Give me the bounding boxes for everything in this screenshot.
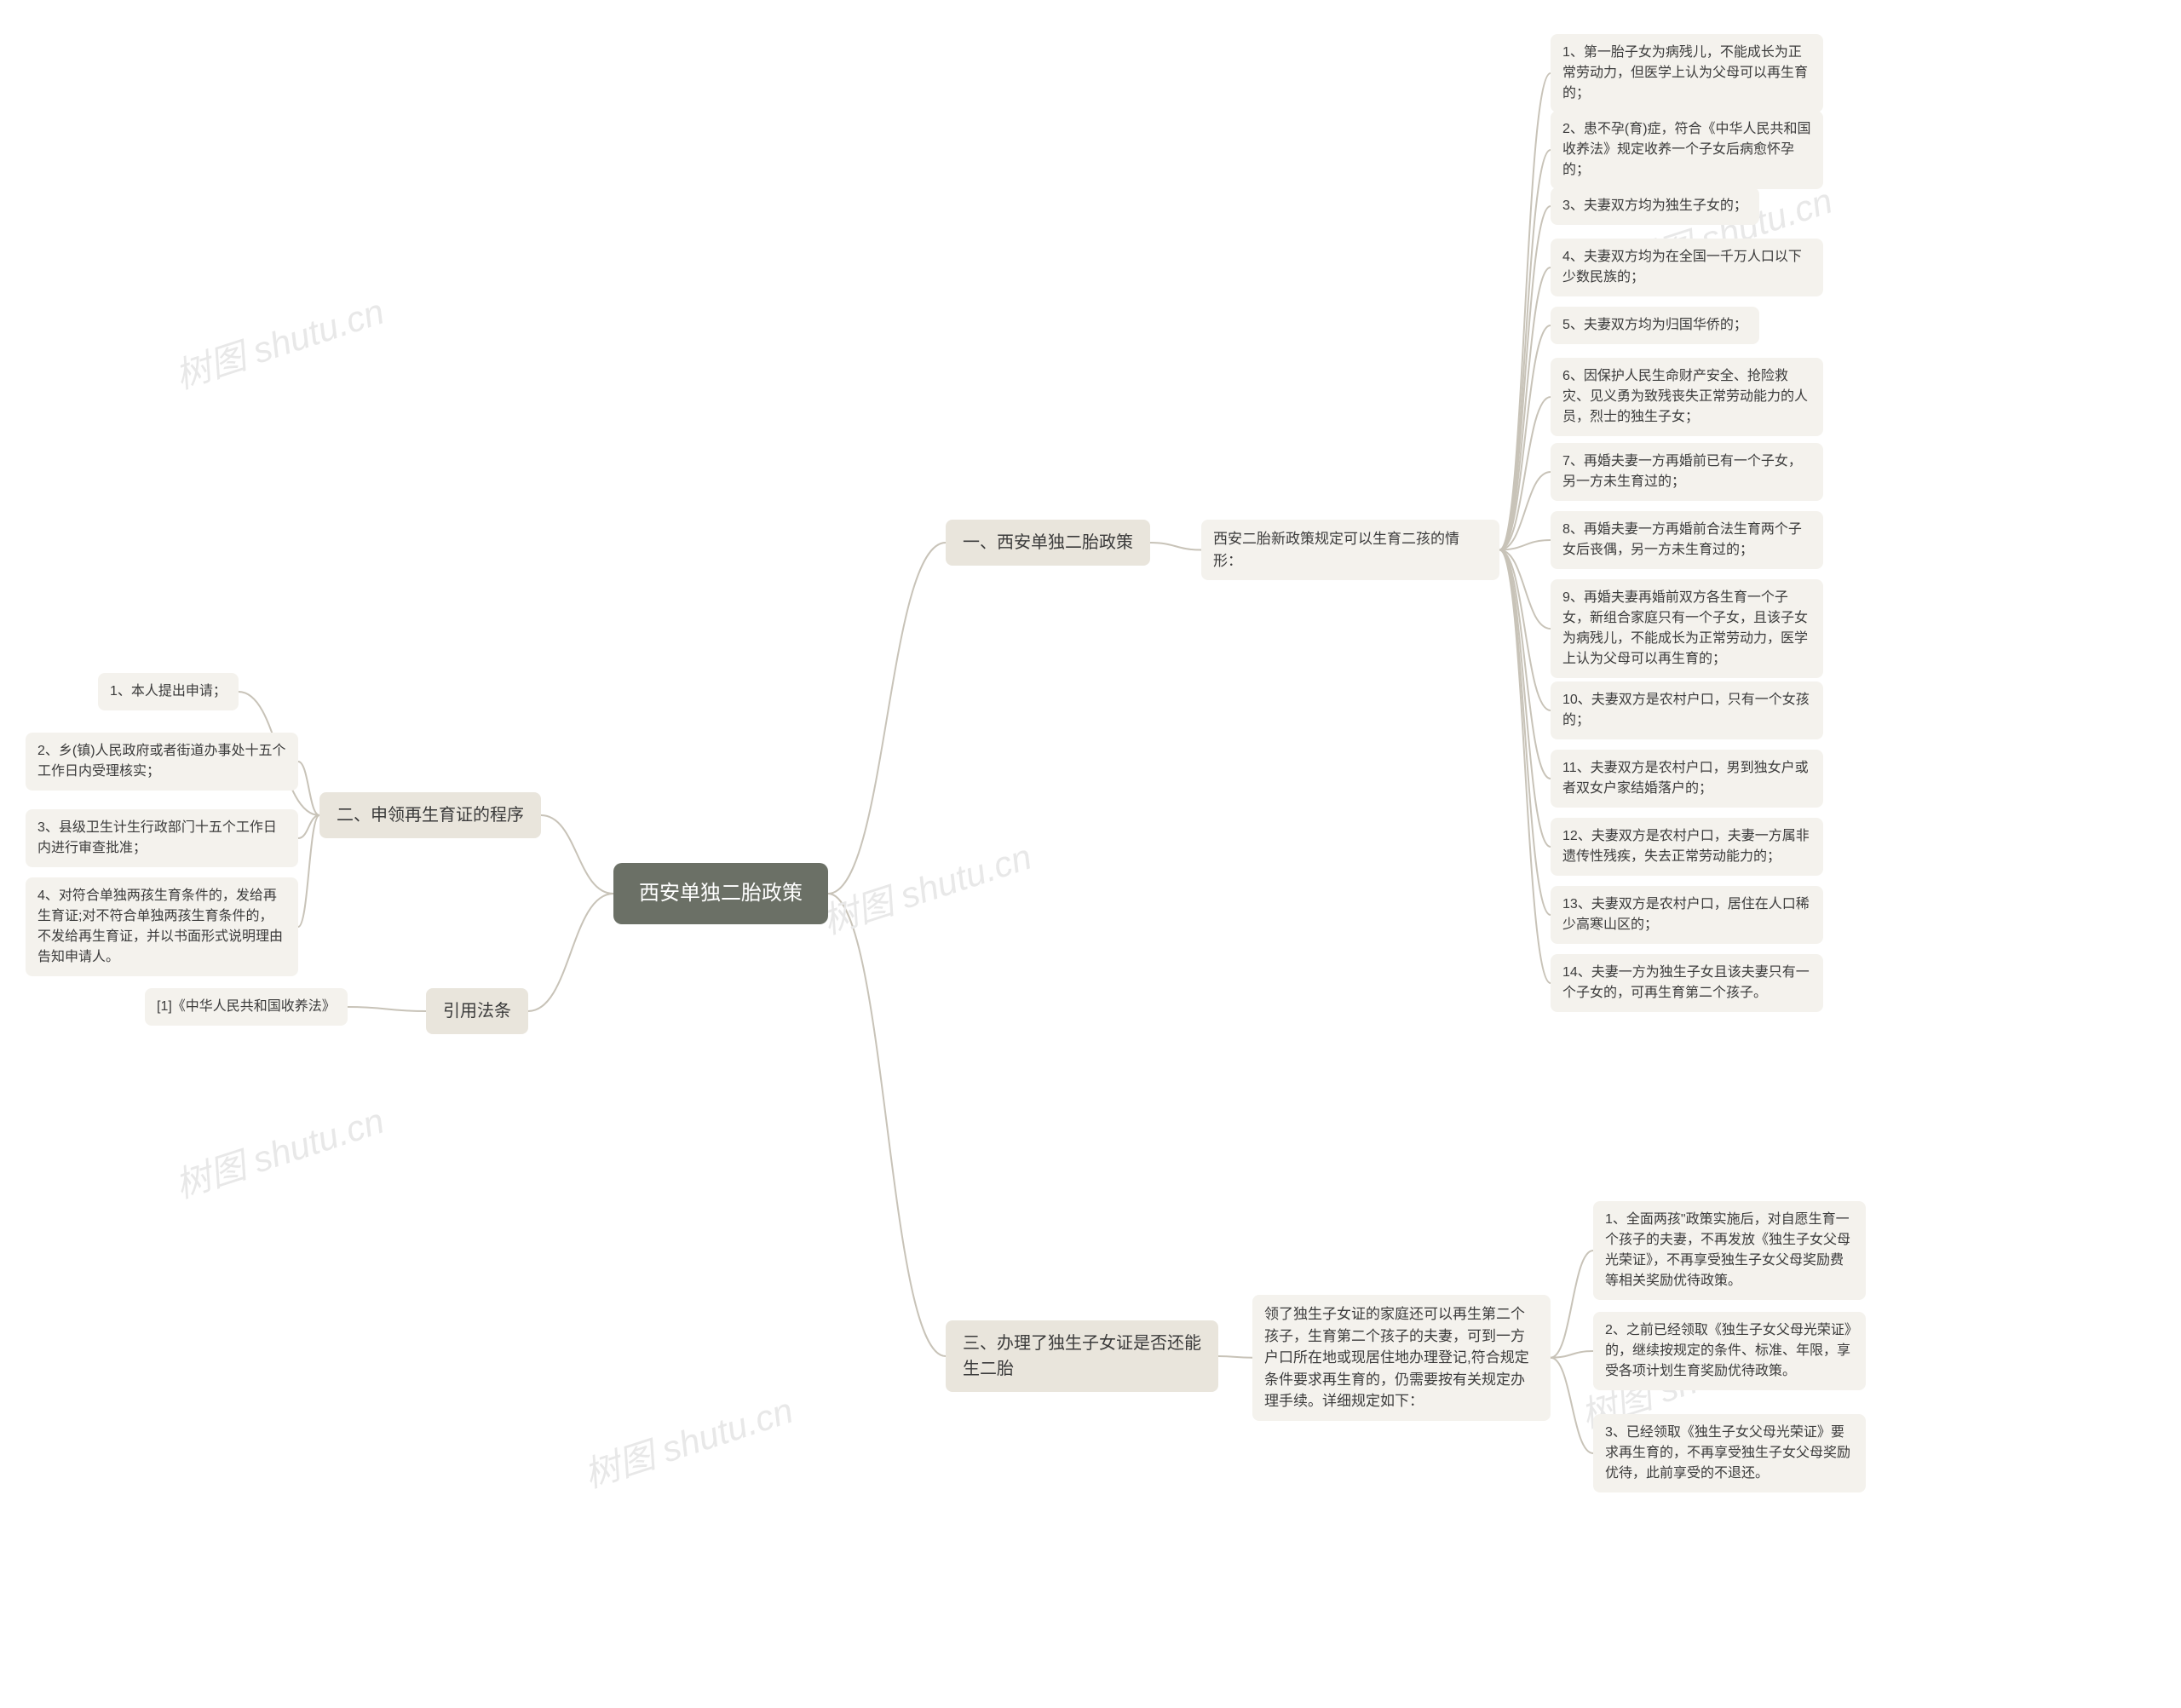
watermark: 树图 shutu.cn xyxy=(577,1382,799,1498)
watermark: 树图 shutu.cn xyxy=(168,1092,390,1209)
leaf-node: 2、之前已经领取《独生子女父母光荣证》的，继续按规定的条件、标准、年限，享受各项… xyxy=(1593,1312,1866,1390)
leaf-node: 2、患不孕(育)症，符合《中华人民共和国收养法》规定收养一个子女后病愈怀孕的； xyxy=(1551,111,1823,189)
leaf-node: 1、本人提出申请； xyxy=(98,673,239,710)
branch-node-3: 三、办理了独生子女证是否还能生二胎 xyxy=(946,1320,1218,1392)
leaf-node: 6、因保护人民生命财产安全、抢险救灾、见义勇为致残丧失正常劳动能力的人员，烈士的… xyxy=(1551,358,1823,436)
leaf-node: 13、夫妻双方是农村户口，居住在人口稀少高寒山区的； xyxy=(1551,886,1823,944)
branch-node-2: 二、申领再生育证的程序 xyxy=(319,792,541,838)
branch-node-4: 引用法条 xyxy=(426,988,528,1034)
leaf-node: 10、夫妻双方是农村户口，只有一个女孩的； xyxy=(1551,681,1823,739)
leaf-node: 3、夫妻双方均为独生子女的； xyxy=(1551,187,1759,225)
watermark: 树图 shutu.cn xyxy=(815,828,1038,945)
leaf-node: 1、全面两孩"政策实施后，对自愿生育一个孩子的夫妻，不再发放《独生子女父母光荣证… xyxy=(1593,1201,1866,1300)
leaf-node: 5、夫妻双方均为归国华侨的； xyxy=(1551,307,1759,344)
leaf-node: 4、对符合单独两孩生育条件的，发给再生育证;对不符合单独两孩生育条件的，不发给再… xyxy=(26,877,298,976)
leaf-node: 14、夫妻一方为独生子女且该夫妻只有一个子女的，可再生育第二个孩子。 xyxy=(1551,954,1823,1012)
leaf-node: 3、已经领取《独生子女父母光荣证》要求再生育的，不再享受独生子女父母奖励优待，此… xyxy=(1593,1414,1866,1492)
branch-sub-3: 领了独生子女证的家庭还可以再生第二个孩子，生育第二个孩子的夫妻，可到一方户口所在… xyxy=(1252,1295,1551,1421)
leaf-node: 8、再婚夫妻一方再婚前合法生育两个子女后丧偶，另一方未生育过的； xyxy=(1551,511,1823,569)
branch-node-1: 一、西安单独二胎政策 xyxy=(946,520,1150,566)
leaf-node: [1]《中华人民共和国收养法》 xyxy=(145,988,348,1026)
leaf-node: 4、夫妻双方均为在全国一千万人口以下少数民族的； xyxy=(1551,239,1823,296)
leaf-node: 1、第一胎子女为病残儿，不能成长为正常劳动力，但医学上认为父母可以再生育的； xyxy=(1551,34,1823,112)
leaf-node: 7、再婚夫妻一方再婚前已有一个子女，另一方未生育过的； xyxy=(1551,443,1823,501)
root-node: 西安单独二胎政策 xyxy=(613,863,828,924)
leaf-node: 12、夫妻双方是农村户口，夫妻一方属非遗传性残疾，失去正常劳动能力的； xyxy=(1551,818,1823,876)
watermark: 树图 shutu.cn xyxy=(168,283,390,400)
leaf-node: 9、再婚夫妻再婚前双方各生育一个子女，新组合家庭只有一个子女，且该子女为病残儿，… xyxy=(1551,579,1823,678)
leaf-node: 3、县级卫生计生行政部门十五个工作日内进行审查批准； xyxy=(26,809,298,867)
leaf-node: 11、夫妻双方是农村户口，男到独女户或者双女户家结婚落户的； xyxy=(1551,750,1823,808)
leaf-node: 2、乡(镇)人民政府或者街道办事处十五个工作日内受理核实； xyxy=(26,733,298,791)
branch-sub-1: 西安二胎新政策规定可以生育二孩的情形： xyxy=(1201,520,1499,580)
